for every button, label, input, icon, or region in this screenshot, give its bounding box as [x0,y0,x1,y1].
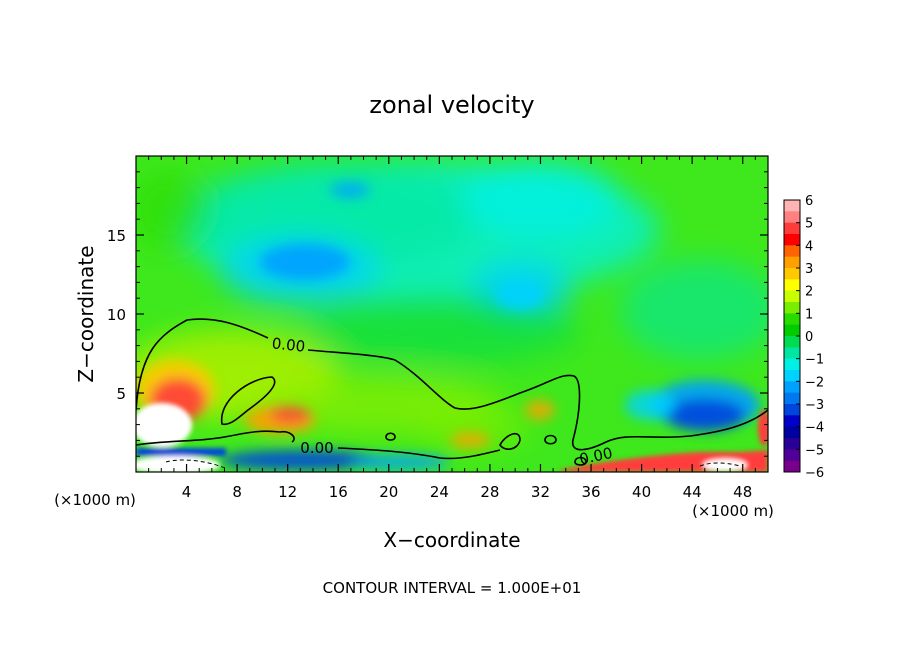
colorbar-label: 6 [805,194,813,209]
colorbar-swatch [784,256,800,269]
x-tick-label: 16 [329,483,348,501]
colorbar-swatch [784,358,800,371]
x-tick-label: 8 [232,483,242,501]
colorbar: 6 5 4 3 2 1 0 −1 −2 −3 −4 −5 −6 [783,194,824,481]
colorbar-label: −1 [805,353,824,368]
contour-label: 0.00 [300,439,333,457]
x-axis-label: X−coordinate [383,528,520,552]
colorbar-label: 4 [805,239,813,254]
x-tick-label: 36 [581,483,600,501]
colorbar-swatch [784,347,800,360]
colorbar-label: −6 [805,466,824,481]
colorbar-swatch [784,268,800,280]
x-tick-label: 32 [531,483,550,501]
y-tick-label: 5 [116,385,126,403]
colorbar-swatch [784,404,800,416]
contour-lines [136,318,768,469]
colorbar-label: −4 [805,421,824,436]
contour-label: 0.00 [271,334,306,355]
colorbar-swatch [784,438,800,450]
colorbar-swatch [784,426,800,439]
colorbar-swatch [784,211,800,224]
y-tick-label: 15 [107,227,126,245]
x-tick-label: 48 [733,483,752,501]
colorbar-label: 1 [805,307,813,322]
colorbar-swatch [784,234,800,246]
x-tick-label: 24 [430,483,449,501]
colorbar-label: −5 [805,443,824,458]
x-tick-label: 28 [480,483,499,501]
colorbar-swatch [784,381,800,394]
y-axis-label: Z−coordinate [74,245,98,382]
colorbar-swatch [784,279,800,292]
x-axis-ticks: 4 8 12 16 20 24 28 32 36 40 44 48 [148,156,756,501]
colorbar-swatch [784,290,800,303]
x-tick-label: 40 [632,483,651,501]
colorbar-swatch [784,222,800,235]
x-unit-label-right: (×1000 m) [692,502,774,520]
colorbar-swatch [784,460,800,473]
x-tick-label: 20 [379,483,398,501]
colorbar-label: −2 [805,375,824,390]
colorbar-swatch [784,415,800,428]
colorbar-swatch [784,336,800,348]
colorbar-swatch [784,392,800,405]
chart-title: zonal velocity [369,91,534,119]
colorbar-swatch [784,449,800,462]
colorbar-label: 2 [805,285,813,300]
colorbar-label: 0 [805,330,813,345]
x-tick-label: 4 [182,483,192,501]
y-tick-label: 10 [107,306,126,324]
colorbar-label: 5 [805,217,813,232]
x-tick-label: 12 [278,483,297,501]
colorbar-label: 3 [805,262,813,277]
colorbar-label: −3 [805,398,824,413]
colorbar-swatch [784,200,800,212]
x-unit-label-left: (×1000 m) [54,491,136,509]
colorbar-swatch [784,302,800,314]
heatmap-field [136,156,768,472]
x-tick-label: 44 [683,483,702,501]
colorbar-swatch [784,370,800,382]
colorbar-swatch [784,313,800,326]
contour-interval-note: CONTOUR INTERVAL = 1.000E+01 [323,579,582,597]
y-axis-ticks: 5 10 15 [107,171,768,457]
colorbar-swatch [784,324,800,337]
colorbar-swatch [784,245,800,258]
